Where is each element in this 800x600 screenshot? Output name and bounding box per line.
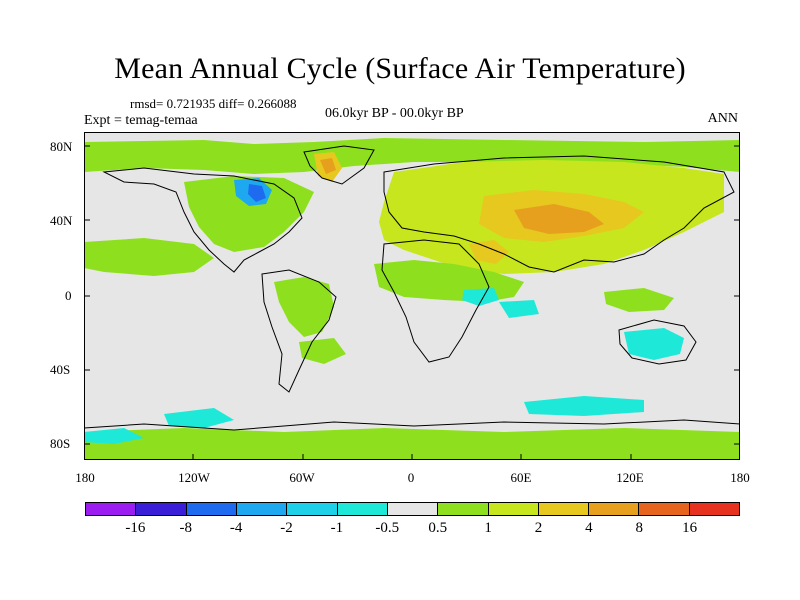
colorbar-tick-label: 4 — [585, 520, 593, 536]
field-maritime-warm — [604, 288, 674, 312]
field-australia-cool — [624, 328, 684, 360]
colorbar-tick-label: -1 — [330, 520, 344, 536]
field-north-america-warm — [184, 176, 314, 252]
coast-antarctica — [84, 419, 740, 431]
experiment-label: Expt = temag-temaa — [84, 113, 198, 128]
lon-label-120e: 120E — [616, 470, 644, 485]
colorbar — [85, 502, 740, 516]
colorbar-swatch-2 — [186, 503, 237, 515]
coast-north-america — [102, 167, 303, 273]
lat-label-40n: 40N — [50, 213, 73, 228]
colorbar-swatch-1 — [136, 503, 187, 515]
colorbar-tick-label: -4 — [229, 520, 243, 536]
field-greenland-hot — [320, 158, 336, 174]
rmsd-value: rmsd= 0.721935 — [130, 96, 216, 111]
coast-australia — [618, 319, 697, 365]
anomaly-fields — [84, 138, 740, 460]
coast-africa — [381, 239, 490, 363]
colorbar-tick-label: 1 — [484, 520, 492, 536]
colorbar-tick-label: -8 — [179, 520, 193, 536]
colorbar-swatch-6 — [387, 503, 439, 515]
coastlines — [84, 145, 740, 431]
stats-line: rmsd= 0.721935 diff= 0.266088 — [130, 96, 296, 112]
colorbar-swatch-10 — [589, 503, 640, 515]
colorbar-tick-label: 8 — [635, 520, 643, 536]
field-himalaya-hot — [514, 204, 604, 234]
diff-value: diff= 0.266088 — [218, 96, 297, 111]
colorbar-swatch-5 — [337, 503, 388, 515]
colorbar-swatch-11 — [639, 503, 690, 515]
lat-label-0: 0 — [65, 288, 72, 303]
season-label: ANN — [707, 111, 738, 126]
colorbar-swatch-4 — [287, 503, 338, 515]
lon-label-180w: 180 — [75, 470, 95, 485]
field-pacific-warm — [84, 238, 214, 276]
colorbar-tick-label: -2 — [280, 520, 293, 536]
field-antarctic-warm — [84, 428, 740, 460]
coast-south-america — [261, 269, 337, 393]
map-ticks — [84, 145, 740, 460]
colorbar-swatch-3 — [236, 503, 288, 515]
field-southern-ocean-cool-w — [164, 408, 234, 428]
field-southern-ocean-cool-e — [524, 396, 644, 416]
colorbar-tick-label: 2 — [534, 520, 543, 536]
field-antarctic-cool — [84, 428, 144, 444]
period-label: 06.0kyr BP - 00.0kyr BP — [325, 106, 464, 121]
lon-label-60w: 60W — [289, 470, 315, 485]
lat-label-80s: 80S — [50, 436, 71, 451]
map-title: Mean Annual Cycle (Surface Air Temperatu… — [114, 52, 686, 85]
lon-label-0: 0 — [407, 470, 415, 485]
lat-label-80n: 80N — [50, 139, 73, 154]
colorbar-tick-label: -0.5 — [375, 520, 400, 536]
field-south-america-warm — [274, 277, 334, 337]
field-arabia-orange — [469, 240, 509, 264]
colorbar-swatch-7 — [438, 503, 489, 515]
lon-label-60e: 60E — [510, 470, 532, 485]
colorbar-swatch-12 — [689, 503, 740, 515]
lon-label-180e: 180 — [730, 470, 750, 485]
field-indian-ocean-cool — [499, 300, 539, 318]
coast-eurasia — [383, 155, 735, 273]
colorbar-swatch-8 — [488, 503, 539, 515]
colorbar-tick-label: -16 — [125, 520, 146, 536]
colorbar-tick-label: 0.5 — [428, 520, 448, 536]
field-east-africa-cool — [462, 288, 499, 306]
colorbar-swatch-0 — [86, 503, 137, 515]
field-labrador-deep-cool — [248, 184, 266, 202]
coast-greenland — [303, 145, 375, 185]
temperature-map — [84, 132, 740, 460]
colorbar-swatch-9 — [538, 503, 590, 515]
colorbar-tick-label: 16 — [682, 520, 698, 536]
lon-label-120w: 120W — [178, 470, 210, 485]
lat-label-40s: 40S — [50, 362, 71, 377]
